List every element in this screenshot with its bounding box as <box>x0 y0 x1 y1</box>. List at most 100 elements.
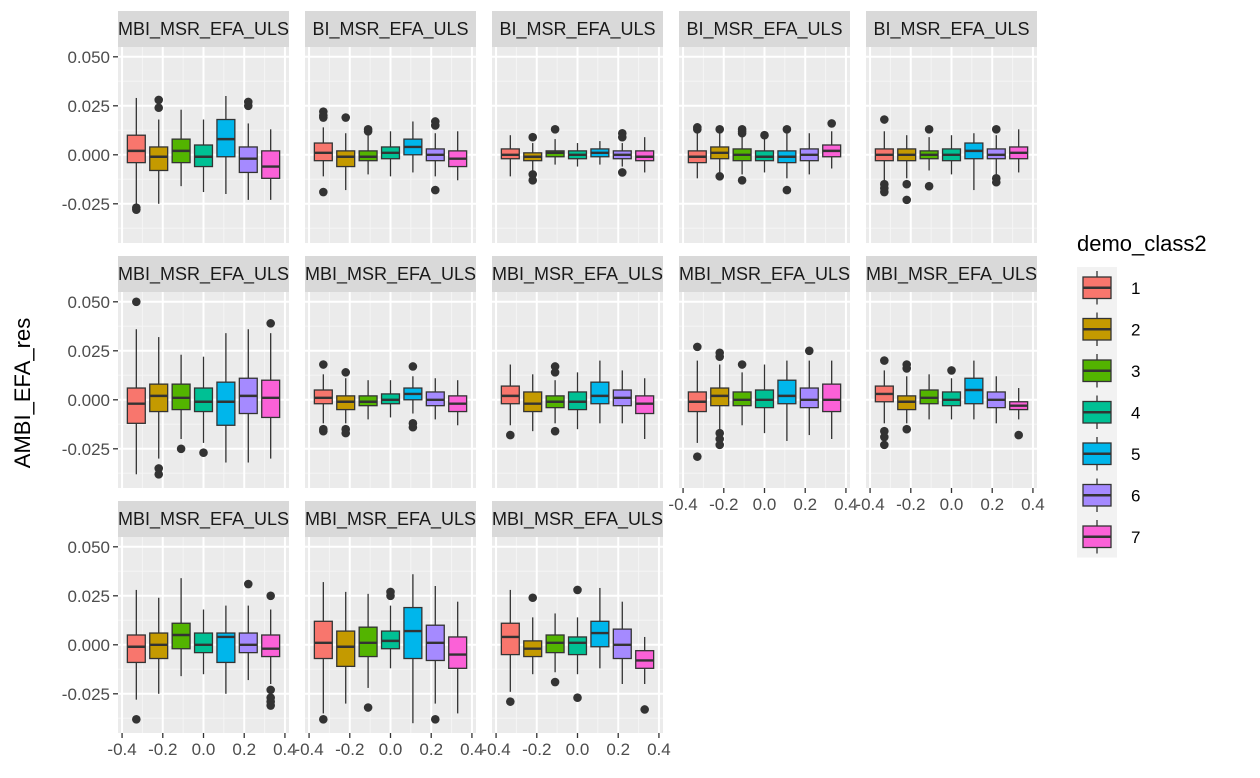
x-tick-label: -0.2 <box>148 740 177 759</box>
outlier-point <box>737 360 747 369</box>
boxplot-box-1 <box>313 582 333 724</box>
facet-strip <box>492 501 663 537</box>
x-tick-label: 0.4 <box>834 495 858 514</box>
outlier-point <box>991 177 1001 187</box>
boxplot-box-4 <box>380 587 401 669</box>
x-tick-label: -0.4 <box>107 740 136 759</box>
boxplot-box-1 <box>874 356 894 450</box>
outlier-point <box>154 464 164 473</box>
outlier-point <box>363 126 373 136</box>
legend-label: 5 <box>1131 445 1140 464</box>
boxplot-box-3 <box>171 109 191 187</box>
boxplot-box-6 <box>612 601 632 684</box>
box-iqr <box>126 634 146 664</box>
y-tick-label: 0.000 <box>67 391 110 410</box>
box-iqr <box>777 379 797 405</box>
box-iqr <box>822 383 842 413</box>
boxplot-box-2 <box>523 593 543 675</box>
x-tick-label: 0.2 <box>606 740 630 759</box>
outlier-point <box>132 297 141 307</box>
x-tick-label: 0.0 <box>566 740 590 759</box>
outlier-point <box>386 591 395 601</box>
outlier-point <box>243 101 253 111</box>
boxplot-box-7 <box>448 380 468 426</box>
y-tick-label: 0.000 <box>67 636 110 655</box>
boxplot-box-2 <box>149 597 169 694</box>
outlier-point <box>693 125 702 134</box>
boxplot-box-5 <box>403 574 423 724</box>
facet-panel: BI_MSR_EFA_ULS <box>492 11 663 243</box>
y-tick-label: 0.050 <box>67 538 110 557</box>
outlier-point <box>617 168 627 177</box>
outlier-point <box>550 125 560 134</box>
x-tick-label: 0.4 <box>460 740 484 759</box>
boxplot-box-4 <box>754 130 775 173</box>
outlier-point <box>341 428 351 438</box>
box-iqr <box>336 630 356 668</box>
boxplot-box-4 <box>567 372 588 430</box>
boxplot-box-7 <box>261 591 281 710</box>
boxplot-box-2 <box>523 132 543 185</box>
outlier-point <box>991 125 1001 134</box>
boxplot-box-5 <box>777 125 797 195</box>
box-iqr <box>149 146 169 172</box>
outlier-point <box>737 128 747 138</box>
boxplot-box-4 <box>193 609 214 675</box>
boxplot-box-6 <box>425 378 445 420</box>
outlier-point <box>880 440 889 450</box>
boxplot-box-1 <box>126 589 146 724</box>
y-tick-label: -0.025 <box>62 195 110 214</box>
outlier-point <box>715 440 725 450</box>
box-iqr <box>149 383 169 413</box>
outlier-point <box>782 125 792 134</box>
facet-panel: MBI_MSR_EFA_ULS -0.4 -0.2 0.0 0.2 0.4 <box>668 256 858 514</box>
outlier-point <box>408 362 418 371</box>
boxplot-box-4 <box>380 131 401 177</box>
box-iqr <box>126 134 146 164</box>
outlier-point <box>363 703 373 712</box>
outlier-point <box>573 693 582 703</box>
facet-panel: MBI_MSR_EFA_ULS -0.4 -0.2 0.0 0.2 0.4 <box>294 501 484 759</box>
box-iqr <box>336 150 356 168</box>
outlier-point <box>266 319 275 328</box>
boxplot-box-3 <box>732 360 752 426</box>
boxplot-box-1 <box>313 360 333 436</box>
outlier-point <box>176 444 186 454</box>
boxplot-box-3 <box>545 362 565 436</box>
outlier-point <box>132 203 141 213</box>
boxplot-box-7 <box>1009 129 1029 173</box>
facet-panel: BI_MSR_EFA_ULS <box>679 11 850 243</box>
outlier-point <box>550 368 560 377</box>
facet-strip <box>866 11 1037 47</box>
outlier-point <box>880 426 889 436</box>
boxplot-box-3 <box>545 613 565 687</box>
legend-label: 6 <box>1131 486 1140 505</box>
outlier-point <box>902 424 912 434</box>
box-iqr <box>216 381 236 426</box>
outlier-point <box>154 103 164 113</box>
facet-strip <box>866 256 1037 292</box>
outlier-point <box>430 714 440 724</box>
boxplot-box-4 <box>567 585 588 703</box>
x-tick-label: 0.2 <box>232 740 256 759</box>
boxplot-box-1 <box>126 297 146 475</box>
x-tick-label: 0.0 <box>940 495 964 514</box>
boxplot-box-2 <box>149 337 169 479</box>
box-iqr <box>216 632 236 664</box>
boxplot-box-3 <box>171 578 191 677</box>
facet-panel: BI_MSR_EFA_ULS <box>866 11 1037 243</box>
boxplot-box-6 <box>799 346 819 436</box>
outlier-point <box>760 130 769 140</box>
boxplot-box-6 <box>238 579 258 681</box>
facet-panel: MBI_MSR_EFA_ULS -0.4 -0.2 0.0 0.2 0.4 <box>481 501 671 759</box>
boxplot-box-2 <box>897 360 917 434</box>
x-tick-label: -0.4 <box>668 495 697 514</box>
y-tick-label: 0.050 <box>67 48 110 67</box>
facet-strip <box>118 11 289 47</box>
x-tick-label: -0.4 <box>855 495 884 514</box>
facet-strip-label: BI_MSR_EFA_ULS <box>873 19 1029 40</box>
boxplot-box-4 <box>193 119 214 193</box>
y-tick-label: -0.025 <box>62 685 110 704</box>
legend-title: demo_class2 <box>1077 231 1207 256</box>
boxplot-box-1 <box>500 589 520 706</box>
